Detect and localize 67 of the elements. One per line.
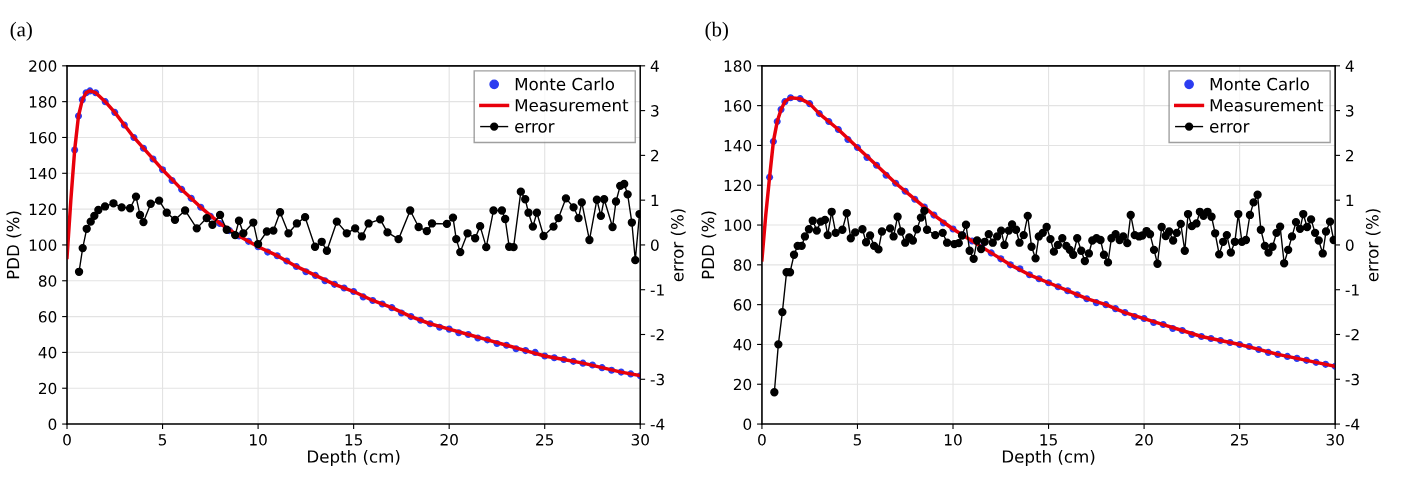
y-tick-label: 60 xyxy=(733,299,752,311)
y-tick-label: 160 xyxy=(724,100,752,112)
x-tick-label: 30 xyxy=(631,434,649,446)
y2-tick-label: 0 xyxy=(650,239,659,251)
y2-tick-label: -2 xyxy=(1345,328,1359,341)
y-tick-label: 0 xyxy=(743,418,752,431)
y2-tick-label: 1 xyxy=(1346,194,1354,206)
x-tick-label: 25 xyxy=(536,434,554,446)
y2-axis-title: error (%) xyxy=(1365,209,1381,282)
y-tick-label: 160 xyxy=(29,131,57,144)
y2-tick-label: 0 xyxy=(1345,239,1354,251)
y2-tick-label: -4 xyxy=(1345,418,1360,430)
y2-tick-label: -1 xyxy=(650,284,664,296)
legend-label: Monte Carlo xyxy=(1210,77,1309,91)
y-axis-title: PDD (%) xyxy=(701,211,717,279)
chart-title: (b) xyxy=(705,21,728,41)
x-tick-label: 10 xyxy=(944,434,962,446)
x-tick-label: 25 xyxy=(1231,434,1249,446)
y2-tick-label: 2 xyxy=(651,149,659,162)
y-tick-label: 120 xyxy=(724,179,752,192)
y-tick-label: 80 xyxy=(38,275,57,287)
x-tick-label: 20 xyxy=(1135,434,1153,446)
x-tick-label: 10 xyxy=(250,434,267,446)
legend-label: Monte Carlo xyxy=(515,77,615,91)
y-tick-label: 20 xyxy=(733,378,752,391)
x-axis-title: Depth (cm) xyxy=(308,449,400,467)
y-tick-label: 40 xyxy=(38,346,57,359)
y-tick-label: 100 xyxy=(724,219,752,232)
y2-tick-label: 1 xyxy=(651,194,659,206)
y-tick-label: 80 xyxy=(733,259,752,271)
legend-label: error xyxy=(1210,123,1250,133)
y-tick-label: 140 xyxy=(724,139,752,152)
y-tick-label: 40 xyxy=(733,338,752,351)
x-tick-label: 15 xyxy=(345,434,363,446)
x-tick-label: 0 xyxy=(758,434,766,446)
y-axis-title: PDD (%) xyxy=(6,211,22,279)
y-tick-label: 180 xyxy=(724,60,752,72)
x-tick-label: 15 xyxy=(1040,434,1057,446)
y-tick-label: 140 xyxy=(29,167,57,180)
legend-label: Measurement xyxy=(515,99,629,112)
y2-tick-label: 4 xyxy=(650,60,659,72)
x-tick-label: 30 xyxy=(1326,434,1344,446)
y2-tick-label: -3 xyxy=(650,373,664,386)
y2-tick-label: -1 xyxy=(1345,284,1359,296)
y2-axis-title: error (%) xyxy=(670,209,686,282)
y-tick-label: 180 xyxy=(29,96,57,108)
legend-label: error xyxy=(515,123,555,133)
y-tick-label: 60 xyxy=(38,311,57,323)
y2-tick-label: -2 xyxy=(650,328,664,341)
x-tick-label: 0 xyxy=(63,434,71,446)
y2-tick-label: 4 xyxy=(1345,60,1354,72)
x-tick-label: 5 xyxy=(158,434,167,446)
y-tick-label: 20 xyxy=(38,382,57,395)
x-tick-label: 20 xyxy=(440,434,458,446)
x-axis-title: Depth (cm) xyxy=(1002,449,1095,467)
y-tick-label: 0 xyxy=(48,418,57,431)
y2-tick-label: 3 xyxy=(651,105,659,117)
y2-tick-label: 3 xyxy=(1346,105,1354,117)
y-tick-label: 120 xyxy=(29,203,57,216)
y-tick-label: 200 xyxy=(29,60,57,72)
y2-tick-label: -4 xyxy=(650,418,665,430)
chart-title: (a) xyxy=(10,21,32,41)
legend-label: Measurement xyxy=(1210,99,1324,112)
y2-tick-label: -3 xyxy=(1345,373,1359,386)
y-tick-label: 100 xyxy=(29,239,57,251)
y2-tick-label: 2 xyxy=(1346,149,1354,162)
x-tick-label: 5 xyxy=(853,434,861,446)
